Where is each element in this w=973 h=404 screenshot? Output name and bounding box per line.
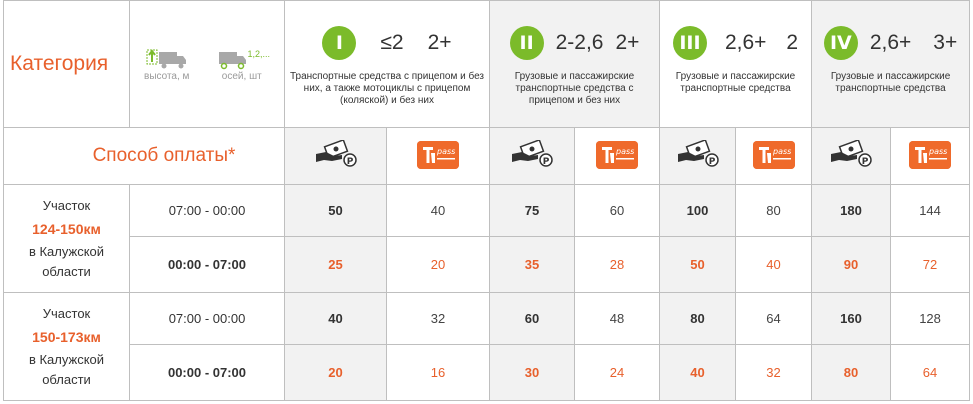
svg-text:P: P — [862, 157, 869, 167]
price-cell: 32 — [735, 344, 813, 401]
price-cell: 60 — [573, 184, 661, 237]
cash-payment-icon: P — [674, 138, 722, 173]
svg-text:P: P — [346, 157, 353, 167]
axles-hint: 1,2,... осей, шт — [213, 47, 270, 82]
price-cell: 28 — [573, 236, 661, 293]
price-cell: 40 — [386, 184, 490, 237]
class-2-tpass-cell: pass — [573, 127, 661, 185]
section-1-suffix: в Калужской области — [28, 243, 105, 279]
svg-text:P: P — [543, 157, 550, 167]
class-1-description: Транспортные средства с прицепом и без н… — [289, 71, 485, 106]
section-1-day-time: 07:00 - 00:00 — [129, 184, 285, 237]
price-cell: 180 — [811, 184, 892, 237]
section-2-suffix: в Калужской области — [28, 351, 105, 387]
svg-text:pass: pass — [928, 147, 947, 156]
price-cell: 20 — [284, 344, 387, 401]
axles-hint-label: осей, шт — [221, 70, 262, 82]
section-1-night-time: 00:00 - 07:00 — [129, 236, 285, 293]
class-3-cash-cell: P — [659, 127, 737, 185]
class-1-badge: I — [322, 26, 357, 60]
section-2-label: Участок 150-173км в Калужской области — [3, 292, 130, 401]
class-4-height: 2,6+ — [869, 31, 912, 54]
price-cell: 48 — [573, 292, 661, 345]
price-cell: 64 — [890, 344, 971, 401]
price-cell: 24 — [573, 344, 661, 401]
price-cell: 75 — [489, 184, 575, 237]
price-cell: 80 — [811, 344, 892, 401]
class-2-header: II 2-2,6 2+ Грузовые и пассажирские тран… — [488, 0, 661, 128]
class-4-tpass-cell: pass — [890, 127, 971, 185]
class-3-tpass-cell: pass — [735, 127, 813, 185]
price-cell: 64 — [735, 292, 813, 345]
price-cell: 40 — [659, 344, 737, 401]
svg-text:pass: pass — [615, 147, 634, 156]
section-2-day-time: 07:00 - 00:00 — [129, 292, 285, 345]
price-cell: 32 — [386, 292, 490, 345]
price-cell: 90 — [811, 236, 892, 293]
price-cell: 40 — [284, 292, 387, 345]
class-2-height: 2-2,6 — [555, 31, 604, 54]
category-label: Категория — [3, 0, 130, 128]
t-pass-icon: pass — [596, 140, 638, 169]
section-2-night-time: 00:00 - 07:00 — [129, 344, 285, 401]
price-cell: 144 — [890, 184, 971, 237]
t-pass-icon: pass — [909, 140, 952, 169]
toll-tariff-table: Категория высота, м — [3, 0, 971, 401]
price-cell: 160 — [811, 292, 892, 345]
t-pass-icon: pass — [752, 140, 795, 169]
class-1-cash-cell: P — [284, 127, 387, 185]
section-2-prefix: Участок — [42, 305, 91, 321]
price-cell: 25 — [284, 236, 387, 293]
truck-axles-icon — [218, 51, 246, 69]
class-2-axles: 2+ — [615, 31, 640, 54]
price-cell: 50 — [284, 184, 387, 237]
svg-text:pass: pass — [436, 147, 455, 156]
price-cell: 80 — [659, 292, 737, 345]
section-2-km: 150-173км — [32, 328, 101, 345]
class-3-axles: 2 — [786, 31, 799, 54]
legend-cell: высота, м 1,2,... осей, шт — [129, 0, 285, 128]
svg-text:pass: pass — [772, 147, 791, 156]
class-1-header: I ≤2 2+ Транспортные средства с прицепом… — [284, 0, 490, 128]
class-3-description: Грузовые и пассажирские транспортные сре… — [675, 71, 796, 94]
class-1-height: ≤2 — [380, 31, 404, 54]
cash-payment-icon: P — [508, 138, 556, 173]
class-4-axles: 3+ — [933, 31, 958, 54]
truck-height-icon — [146, 48, 186, 68]
class-2-badge: II — [509, 26, 544, 60]
payment-method-label: Способ оплаты* — [3, 127, 285, 185]
class-3-badge: III — [672, 26, 707, 60]
section-1-label: Участок 124-150км в Калужской области — [3, 184, 130, 293]
price-cell: 50 — [659, 236, 737, 293]
price-cell: 16 — [386, 344, 490, 401]
cash-payment-icon: P — [312, 138, 360, 173]
section-1-prefix: Участок — [42, 197, 91, 213]
height-hint: высота, м — [144, 47, 189, 82]
class-3-height: 2,6+ — [724, 31, 767, 54]
class-4-description: Грузовые и пассажирские транспортные сре… — [830, 71, 951, 94]
section-1-km: 124-150км — [32, 220, 101, 237]
class-2-cash-cell: P — [489, 127, 575, 185]
svg-text:P: P — [708, 157, 715, 167]
t-pass-icon: pass — [417, 140, 459, 169]
class-4-header: IV 2,6+ 3+ Грузовые и пассажирские транс… — [811, 0, 971, 128]
class-4-cash-cell: P — [811, 127, 892, 185]
price-cell: 40 — [735, 236, 813, 293]
price-cell: 72 — [890, 236, 971, 293]
price-cell: 35 — [489, 236, 575, 293]
class-3-header: III 2,6+ 2 Грузовые и пассажирские транс… — [659, 0, 813, 128]
class-1-axles: 2+ — [427, 31, 452, 54]
price-cell: 100 — [659, 184, 737, 237]
class-2-description: Грузовые и пассажирские транспортные сре… — [514, 71, 635, 106]
price-cell: 80 — [735, 184, 813, 237]
price-cell: 128 — [890, 292, 971, 345]
class-4-badge: IV — [823, 26, 858, 60]
price-cell: 30 — [489, 344, 575, 401]
price-cell: 20 — [386, 236, 490, 293]
cash-payment-icon: P — [827, 138, 875, 173]
height-hint-label: высота, м — [144, 70, 190, 82]
axles-count-mark: 1,2,... — [247, 48, 270, 59]
class-1-tpass-cell: pass — [386, 127, 490, 185]
price-cell: 60 — [489, 292, 575, 345]
